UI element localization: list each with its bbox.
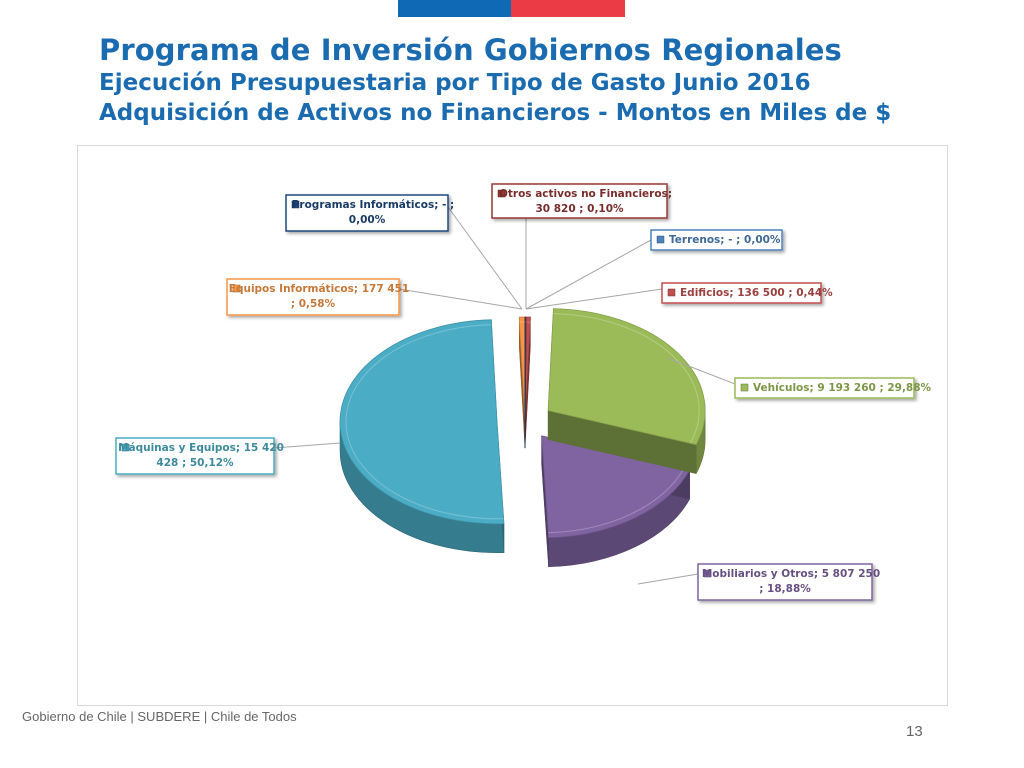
data-label-equipos-inform-ticos: Equipos Informáticos; 177 451 ; 0,58% xyxy=(226,278,523,316)
page-number: 13 xyxy=(906,723,923,740)
svg-text:Máquinas y Equipos; 15 420: Máquinas y Equipos; 15 420 xyxy=(118,442,284,454)
svg-text:; 18,88%: ; 18,88% xyxy=(759,583,811,595)
page-title: Programa de Inversión Gobiernos Regional… xyxy=(99,33,842,67)
data-label-programas-inform-ticos: Programas Informáticos; - ; 0,00% xyxy=(285,194,523,310)
svg-text:Edificios; 136 500 ; 0,44%: Edificios; 136 500 ; 0,44% xyxy=(680,287,833,299)
svg-text:428 ; 50,12%: 428 ; 50,12% xyxy=(156,457,234,469)
data-label-mobiliarios-y-otros: Mobiliarios y Otros; 5 807 250 ; 18,88% xyxy=(637,563,880,601)
pie-slice-veh-culos xyxy=(547,308,706,474)
svg-text:30 820 ; 0,10%: 30 820 ; 0,10% xyxy=(535,203,624,215)
svg-text:Otros activos no Financieros;: Otros activos no Financieros; xyxy=(499,188,672,200)
pie-slice-mobiliarios-y-otros xyxy=(541,435,691,568)
svg-text:Mobiliarios y Otros; 5 807 25: Mobiliarios y Otros; 5 807 250 xyxy=(702,568,880,580)
svg-text:Vehículos; 9 193 260 ; 29,88%: Vehículos; 9 193 260 ; 29,88% xyxy=(753,382,932,394)
pie-chart: Otros activos no Financieros; 30 820 ; 0,… xyxy=(115,183,932,601)
data-label-terrenos: Terrenos; - ; 0,00% xyxy=(525,229,783,310)
data-label-m-quinas-y-equipos: Máquinas y Equipos; 15 420 428 ; 50,12% xyxy=(115,437,341,475)
pie-slice-m-quinas-y-equipos xyxy=(339,319,505,554)
pie-slice-equipos-inform-ticos xyxy=(518,316,526,449)
footer-text: Gobierno de Chile | SUBDERE | Chile de T… xyxy=(22,709,297,724)
chart-frame: Otros activos no Financieros; 30 820 ; 0,… xyxy=(77,145,948,706)
flag-red-bar xyxy=(511,0,625,17)
data-label-otros-activos-no-financieros: Otros activos no Financieros; 30 820 ; 0,… xyxy=(491,183,672,309)
svg-text:Equipos Informáticos; 177 451: Equipos Informáticos; 177 451 xyxy=(229,283,409,295)
data-label-edificios: Edificios; 136 500 ; 0,44% xyxy=(525,282,833,310)
data-label-veh-culos: Vehículos; 9 193 260 ; 29,88% xyxy=(667,357,932,399)
svg-text:Terrenos; - ; 0,00%: Terrenos; - ; 0,00% xyxy=(669,234,781,246)
page-subtitle-1: Ejecución Presupuestaria por Tipo de Gas… xyxy=(99,70,811,96)
page-subtitle-2: Adquisición de Activos no Financieros - … xyxy=(99,100,892,126)
svg-text:Programas Informáticos; - ;: Programas Informáticos; - ; xyxy=(292,199,455,211)
svg-text:; 0,58%: ; 0,58% xyxy=(291,298,336,310)
flag-blue-bar xyxy=(398,0,511,17)
svg-text:0,00%: 0,00% xyxy=(349,214,386,226)
